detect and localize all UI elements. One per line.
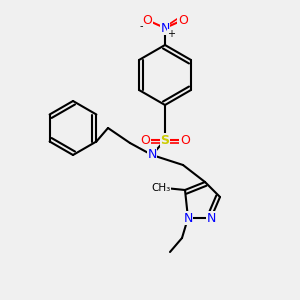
Text: N: N [183, 212, 193, 224]
Text: N: N [160, 22, 170, 34]
Text: CH₃: CH₃ [152, 183, 171, 193]
Text: N: N [206, 212, 216, 224]
Text: +: + [167, 29, 175, 39]
Text: O: O [140, 134, 150, 146]
Text: O: O [142, 14, 152, 26]
Text: O: O [178, 14, 188, 26]
Text: -: - [139, 21, 143, 31]
Text: S: S [160, 134, 169, 146]
Text: O: O [180, 134, 190, 146]
Text: N: N [147, 148, 157, 161]
